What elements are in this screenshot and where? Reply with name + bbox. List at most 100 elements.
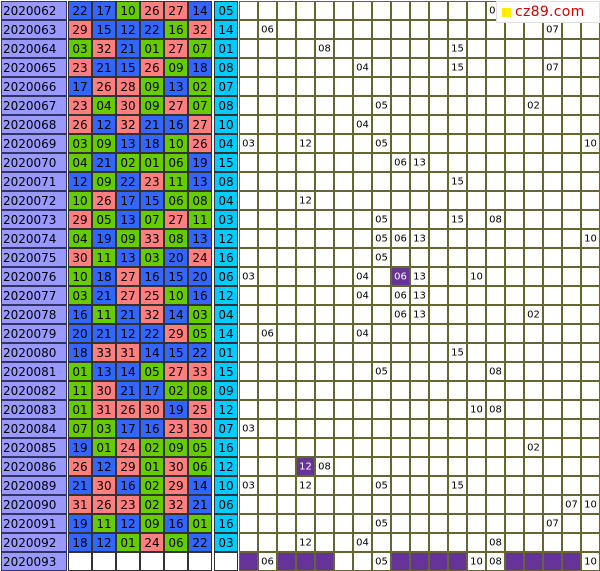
trend-value: 03 bbox=[242, 139, 255, 150]
site-logo[interactable]: cz89.com bbox=[496, 1, 600, 23]
issue-number-cell bbox=[1, 343, 67, 362]
trend-value: 15 bbox=[451, 44, 464, 55]
trend-cell bbox=[334, 58, 353, 77]
trend-cell bbox=[315, 39, 334, 58]
trend-cell bbox=[467, 77, 486, 96]
table-row: 202007004210201061915061304 bbox=[1, 153, 600, 172]
red-ball-cell bbox=[68, 514, 92, 533]
trend-cell bbox=[429, 305, 448, 324]
trend-cell bbox=[581, 20, 600, 39]
red-ball-number: 21 bbox=[72, 479, 87, 493]
issue-number: 2020074 bbox=[3, 232, 56, 246]
trend-cell bbox=[315, 495, 334, 514]
red-ball-cell bbox=[92, 343, 116, 362]
trend-cell bbox=[581, 362, 600, 381]
red-ball-number: 12 bbox=[120, 517, 135, 531]
issue-number-cell bbox=[1, 1, 67, 20]
red-ball-number: 14 bbox=[192, 4, 207, 18]
blue-ball-number: 07 bbox=[218, 80, 233, 94]
red-ball-cell bbox=[164, 267, 188, 286]
red-ball-number: 33 bbox=[144, 232, 159, 246]
red-ball-number: 10 bbox=[168, 137, 183, 151]
red-ball-number: 31 bbox=[72, 498, 87, 512]
trend-cell bbox=[562, 39, 581, 58]
trend-cell bbox=[391, 96, 410, 115]
trend-cell bbox=[505, 210, 524, 229]
table-row: 2020082 11 30 21 17 02 08 09 bbox=[1, 381, 600, 400]
trend-cell bbox=[353, 248, 372, 267]
trend-cell bbox=[239, 172, 258, 191]
trend-cell bbox=[562, 438, 581, 457]
red-ball-number: 31 bbox=[120, 346, 135, 360]
red-ball-number: 02 bbox=[144, 498, 159, 512]
red-ball-number: 14 bbox=[120, 365, 135, 379]
red-ball-cell bbox=[164, 96, 188, 115]
trend-cell bbox=[429, 58, 448, 77]
red-ball-number: 13 bbox=[120, 213, 135, 227]
red-ball-number: 09 bbox=[144, 99, 159, 113]
red-ball-number: 22 bbox=[72, 4, 87, 18]
trend-cell bbox=[505, 58, 524, 77]
highlighted-trend-cell bbox=[543, 552, 562, 571]
red-ball-cell bbox=[188, 305, 212, 324]
trend-cell bbox=[429, 153, 448, 172]
trend-cell bbox=[486, 172, 505, 191]
issue-number-cell bbox=[1, 533, 67, 552]
trend-cell bbox=[467, 343, 486, 362]
trend-cell bbox=[524, 96, 543, 115]
red-ball-cell bbox=[140, 286, 164, 305]
trend-value: 13 bbox=[413, 272, 426, 283]
red-ball-cell bbox=[92, 58, 116, 77]
trend-value: 05 bbox=[375, 101, 388, 112]
issue-number: 2020066 bbox=[3, 80, 56, 94]
red-ball-number: 18 bbox=[72, 536, 87, 550]
red-ball-number: 21 bbox=[96, 61, 111, 75]
trend-cell bbox=[391, 20, 410, 39]
trend-cell bbox=[239, 134, 258, 153]
trend-cell bbox=[467, 362, 486, 381]
red-ball-number: 11 bbox=[72, 384, 87, 398]
blue-ball-number: 10 bbox=[218, 479, 233, 493]
red-ball-cell bbox=[140, 229, 164, 248]
blue-ball-cell bbox=[214, 343, 238, 362]
red-ball-cell bbox=[164, 191, 188, 210]
trend-cell bbox=[486, 343, 505, 362]
red-ball-cell bbox=[92, 115, 116, 134]
red-ball-number: 05 bbox=[96, 213, 111, 227]
issue-number: 2020077 bbox=[3, 289, 56, 303]
table-row: 2020072102617150608041206 bbox=[1, 191, 600, 210]
blue-ball-cell bbox=[214, 552, 238, 571]
trend-cell bbox=[258, 438, 277, 457]
trend-cell bbox=[581, 191, 600, 210]
red-ball-number: 21 bbox=[120, 384, 135, 398]
red-ball-number: 33 bbox=[96, 346, 111, 360]
red-ball-cell bbox=[164, 1, 188, 20]
trend-cell bbox=[448, 305, 467, 324]
trend-cell bbox=[315, 210, 334, 229]
trend-cell bbox=[353, 324, 372, 343]
red-ball-number: 22 bbox=[192, 536, 207, 550]
trend-cell bbox=[239, 286, 258, 305]
red-ball-number: 06 bbox=[168, 536, 183, 550]
trend-cell bbox=[372, 191, 391, 210]
trend-cell bbox=[410, 400, 429, 419]
trend-cell bbox=[353, 381, 372, 400]
trend-cell bbox=[467, 400, 486, 419]
red-ball-cell bbox=[92, 229, 116, 248]
red-ball-number: 11 bbox=[192, 213, 207, 227]
trend-cell bbox=[448, 324, 467, 343]
trend-cell bbox=[296, 39, 315, 58]
red-ball-number: 19 bbox=[96, 232, 111, 246]
issue-number: 2020086 bbox=[3, 460, 56, 474]
issue-number: 2020063 bbox=[3, 23, 56, 37]
red-ball-cell bbox=[68, 20, 92, 39]
red-ball-number: 20 bbox=[168, 251, 183, 265]
trend-cell bbox=[277, 400, 296, 419]
trend-cell bbox=[353, 400, 372, 419]
red-ball-cell bbox=[92, 495, 116, 514]
trend-cell bbox=[372, 134, 391, 153]
trend-value: 10 bbox=[584, 139, 597, 150]
trend-cell bbox=[524, 248, 543, 267]
trend-value: 04 bbox=[356, 538, 369, 549]
trend-cell bbox=[505, 39, 524, 58]
